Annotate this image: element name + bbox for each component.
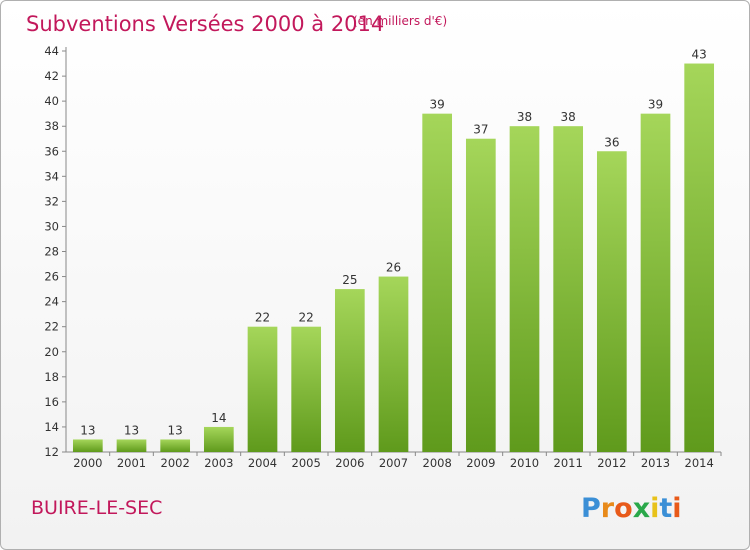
x-tick-label: 2005 [292, 456, 321, 470]
proxiti-logo: Proxiti [581, 493, 682, 524]
value-label: 14 [211, 411, 226, 425]
y-tick-label: 38 [44, 119, 59, 133]
logo-letter: i [650, 493, 659, 524]
x-tick-label: 2000 [73, 456, 102, 470]
x-tick-label: 2008 [423, 456, 452, 470]
x-tick-label: 2006 [335, 456, 364, 470]
logo-letter: t [659, 493, 672, 524]
y-tick-label: 26 [44, 270, 59, 284]
value-label: 37 [473, 123, 488, 137]
bar-2009 [465, 138, 496, 452]
value-label: 26 [386, 261, 401, 275]
y-tick-label: 22 [44, 320, 59, 334]
y-tick-label: 12 [44, 445, 59, 459]
bar-2007 [378, 276, 409, 452]
logo-letter: r [601, 493, 615, 524]
x-tick-label: 2003 [204, 456, 233, 470]
bar-2012 [596, 151, 627, 452]
bar-2014 [684, 63, 715, 452]
value-label: 43 [692, 48, 707, 62]
bar-2005 [291, 326, 322, 452]
value-label: 13 [80, 423, 95, 437]
y-tick-label: 14 [44, 420, 59, 434]
x-tick-label: 2002 [161, 456, 190, 470]
value-label: 22 [299, 311, 314, 325]
y-tick-label: 32 [44, 194, 59, 208]
x-tick-label: 2009 [466, 456, 495, 470]
value-label: 38 [517, 110, 532, 124]
x-tick-label: 2001 [117, 456, 146, 470]
value-label: 13 [124, 423, 139, 437]
value-label: 38 [561, 110, 576, 124]
value-label: 13 [168, 423, 183, 437]
x-tick-label: 2012 [597, 456, 626, 470]
y-tick-label: 20 [44, 345, 59, 359]
bar-2010 [509, 126, 540, 452]
chart-subtitle: (en milliers d'€) [353, 14, 447, 28]
y-tick-label: 36 [44, 144, 59, 158]
y-tick-label: 24 [44, 295, 59, 309]
logo-letter: i [672, 493, 681, 524]
bar-2004 [247, 326, 278, 452]
bar-2013 [640, 113, 671, 452]
y-tick-label: 42 [44, 69, 59, 83]
logo-letter: P [581, 493, 601, 524]
y-tick-label: 34 [44, 169, 59, 183]
value-label: 36 [604, 135, 619, 149]
axes: 12 14 16 18 20 22 24 26 28 30 32 34 36 38 40 42 44 2000 20… [44, 44, 722, 470]
bar-2011 [553, 126, 584, 452]
value-label: 39 [430, 98, 445, 112]
bar-2001 [116, 439, 147, 452]
y-tick-label: 40 [44, 94, 59, 108]
bar-2003 [203, 426, 234, 452]
value-label: 22 [255, 311, 270, 325]
y-tick-label: 30 [44, 219, 59, 233]
bar-2002 [160, 439, 191, 452]
y-tick-label: 16 [44, 395, 59, 409]
logo-letter: x [633, 493, 650, 524]
commune-name: BUIRE-LE-SEC [31, 497, 162, 519]
y-tick-label: 28 [44, 245, 59, 259]
y-tick-label: 18 [44, 370, 59, 384]
value-label: 39 [648, 98, 663, 112]
y-tick-label: 44 [44, 44, 59, 58]
x-tick-label: 2010 [510, 456, 539, 470]
logo-letter: o [614, 493, 633, 524]
chart-title: Subventions Versées 2000 à 2014 [26, 12, 384, 36]
bars: 13 13 13 14 22 22 25 26 39 37 38 38 36 39 43 [72, 48, 715, 452]
x-tick-label: 2007 [379, 456, 408, 470]
bar-2006 [334, 289, 365, 452]
x-tick-label: 2011 [554, 456, 583, 470]
x-tick-label: 2004 [248, 456, 277, 470]
x-tick-label: 2014 [685, 456, 714, 470]
bar-2008 [422, 113, 453, 452]
x-tick-label: 2013 [641, 456, 670, 470]
value-label: 25 [342, 273, 357, 287]
bar-2000 [72, 439, 103, 452]
